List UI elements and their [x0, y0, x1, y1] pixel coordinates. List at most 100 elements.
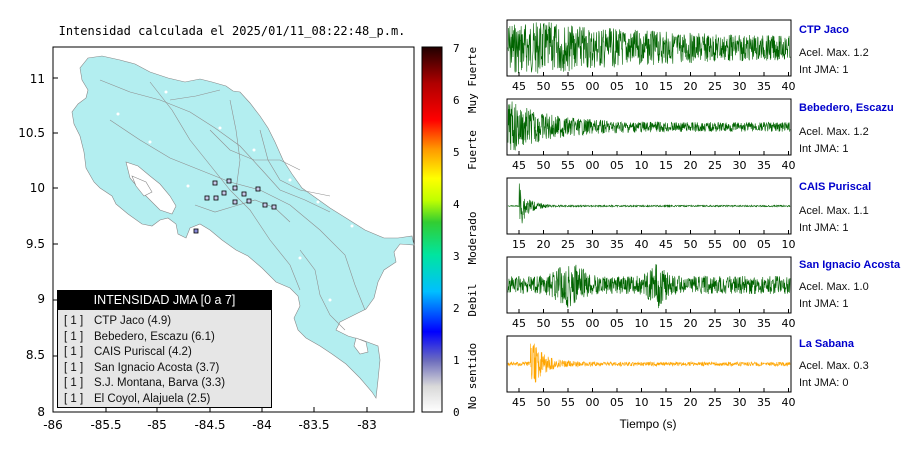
station-accel: Acel. Max. 1.1 — [799, 205, 869, 217]
legend-item-label: El Coyol, Alajuela (2.5) — [94, 392, 211, 405]
legend-item-label: CAIS Puriscal (4.2) — [94, 346, 192, 358]
station-accel: Acel. Max. 1.0 — [799, 281, 869, 293]
seismogram-tick-label: 00 — [733, 238, 747, 251]
legend-item: [ 1 ] CTP Jaco (4.9) — [64, 314, 271, 330]
seismogram-tick-label: 40 — [782, 396, 796, 409]
y-tick-label: 9.5 — [26, 237, 45, 251]
y-tick-label: 9 — [37, 292, 45, 306]
seismogram-tick-label: 55 — [708, 238, 722, 251]
colorbar-tick: 2 — [453, 302, 460, 315]
seismogram-tick-label: 50 — [684, 238, 698, 251]
seismogram-trace — [507, 264, 791, 309]
seismogram-tick-label: 15 — [512, 238, 526, 251]
seismogram-tick-label: 15 — [659, 317, 673, 330]
legend-item-count: [ 1 ] — [64, 315, 84, 327]
station-accel: Acel. Max. 1.2 — [799, 47, 869, 59]
seismogram-tick-label: 10 — [635, 317, 649, 330]
seismogram-tick-label: 25 — [561, 238, 575, 251]
colorbar-tick: 4 — [453, 198, 460, 211]
seismogram-tick-label: 45 — [512, 80, 526, 93]
seismogram-tick-label: 30 — [733, 317, 747, 330]
seismogram-tick-label: 05 — [610, 317, 624, 330]
legend-item: [ 1 ] CAIS Puriscal (4.2) — [64, 345, 271, 361]
seismogram-tick-label: 05 — [610, 159, 624, 172]
legend-item: [ 1 ] El Coyol, Alajuela (2.5) — [64, 392, 271, 408]
seismogram-tick-label: 20 — [684, 317, 698, 330]
seismogram-tick-label: 00 — [586, 317, 600, 330]
seismogram-tick-label: 30 — [733, 396, 747, 409]
seismogram-tick-label: 25 — [708, 159, 722, 172]
seismogram-tick-label: 05 — [610, 396, 624, 409]
legend-item-label: San Ignacio Acosta (3.7) — [94, 361, 220, 374]
legend-item: [ 1 ] Bebedero, Escazu (6.1) — [64, 330, 271, 346]
seismogram-tick-label: 50 — [537, 317, 551, 330]
y-tick-label: 8 — [37, 405, 45, 419]
legend-item-count: [ 1 ] — [64, 392, 84, 405]
colorbar-tick: 5 — [453, 146, 460, 159]
station-jma: Int JMA: 1 — [799, 143, 849, 155]
time-axis-label: Tiempo (s) — [620, 417, 677, 431]
station-markers — [193, 178, 277, 234]
colorbar-tick: 6 — [453, 94, 460, 107]
legend-item-count: [ 1 ] — [64, 330, 84, 343]
seismogram-tick-label: 50 — [537, 159, 551, 172]
map-y-axis: 11 10.5 10 9.5 9 8.5 8 — [18, 72, 45, 419]
map-title: Intensidad calculada el 2025/01/11_08:22… — [59, 24, 406, 38]
station-accel: Acel. Max. 0.3 — [799, 360, 869, 372]
legend-item-count: [ 1 ] — [64, 377, 84, 389]
y-tick-label: 11 — [30, 72, 45, 86]
station-accel: Acel. Max. 1.2 — [799, 126, 869, 138]
legend-item-label: S.J. Montana, Barva (3.3) — [94, 377, 226, 389]
seismogram-tick-label: 00 — [586, 80, 600, 93]
x-tick-label: -84 — [252, 418, 272, 432]
legend-item-label: Bebedero, Escazu (6.1) — [94, 330, 215, 343]
legend-item-count: [ 1 ] — [64, 346, 84, 358]
seismogram-tick-label: 10 — [782, 238, 796, 251]
seismogram-trace — [507, 183, 791, 224]
seismogram-tick-label: 30 — [733, 80, 747, 93]
seismogram-tick-label: 10 — [635, 396, 649, 409]
seismogram-tick-label: 25 — [708, 396, 722, 409]
colorbar-label: Fuerte — [466, 130, 479, 170]
seismogram-trace — [507, 343, 791, 383]
seismogram-tick-label: 40 — [782, 317, 796, 330]
seismogram-tick-label: 30 — [586, 238, 600, 251]
seismogram-tick-label: 15 — [659, 396, 673, 409]
seismogram-tick-label: 10 — [635, 80, 649, 93]
station-name: San Ignacio Acosta — [799, 259, 901, 271]
station-name: CTP Jaco — [799, 24, 849, 36]
y-tick-label: 8.5 — [26, 348, 45, 362]
station-name: La Sabana — [799, 338, 855, 350]
legend-item-count: [ 1 ] — [64, 361, 84, 374]
x-tick-label: -83 — [357, 418, 377, 432]
y-tick-label: 10.5 — [18, 126, 45, 140]
legend-list: [ 1 ] CTP Jaco (4.9) [ 1 ] Bebedero, Escaz… — [58, 310, 271, 407]
seismogram-tick-label: 15 — [659, 80, 673, 93]
y-tick-label: 10 — [30, 181, 45, 195]
station-name: Bebedero, Escazu — [799, 102, 894, 114]
legend-item-label: CTP Jaco (4.9) — [94, 315, 172, 327]
seismogram-tick-label: 35 — [757, 317, 771, 330]
colorbar-labels: Muy Fuerte Fuerte Moderado Debil No sent… — [466, 47, 479, 409]
seismogram-tick-label: 20 — [684, 159, 698, 172]
legend-item: [ 1 ] S.J. Montana, Barva (3.3) — [64, 376, 271, 392]
seismogram-tick-label: 55 — [561, 317, 575, 330]
seismogram-panels: 45 50 55 00 05 10 15 20 25 30 35 40 45 50 55 00 05 10 15 20… — [506, 19, 796, 409]
seismogram-tick-label: 40 — [635, 238, 649, 251]
seismogram-tick-label: 45 — [512, 396, 526, 409]
seismogram-trace — [507, 101, 791, 151]
x-tick-label: -85.5 — [90, 418, 121, 432]
intensity-colorbar — [421, 46, 443, 413]
colorbar-tick: 0 — [453, 406, 460, 419]
seismogram-tick-label: 35 — [610, 238, 624, 251]
colorbar-label: Moderado — [466, 212, 479, 265]
seismogram-tick-label: 05 — [610, 80, 624, 93]
seismogram-tick-label: 40 — [782, 80, 796, 93]
seismogram-tick-label: 20 — [537, 238, 551, 251]
x-tick-label: -83.5 — [298, 418, 329, 432]
seismogram-tick-label: 35 — [757, 80, 771, 93]
x-tick-label: -85 — [147, 418, 167, 432]
station-jma: Int JMA: 1 — [799, 222, 849, 234]
seismogram-tick-label: 20 — [684, 396, 698, 409]
seismogram-tick-label: 00 — [586, 396, 600, 409]
